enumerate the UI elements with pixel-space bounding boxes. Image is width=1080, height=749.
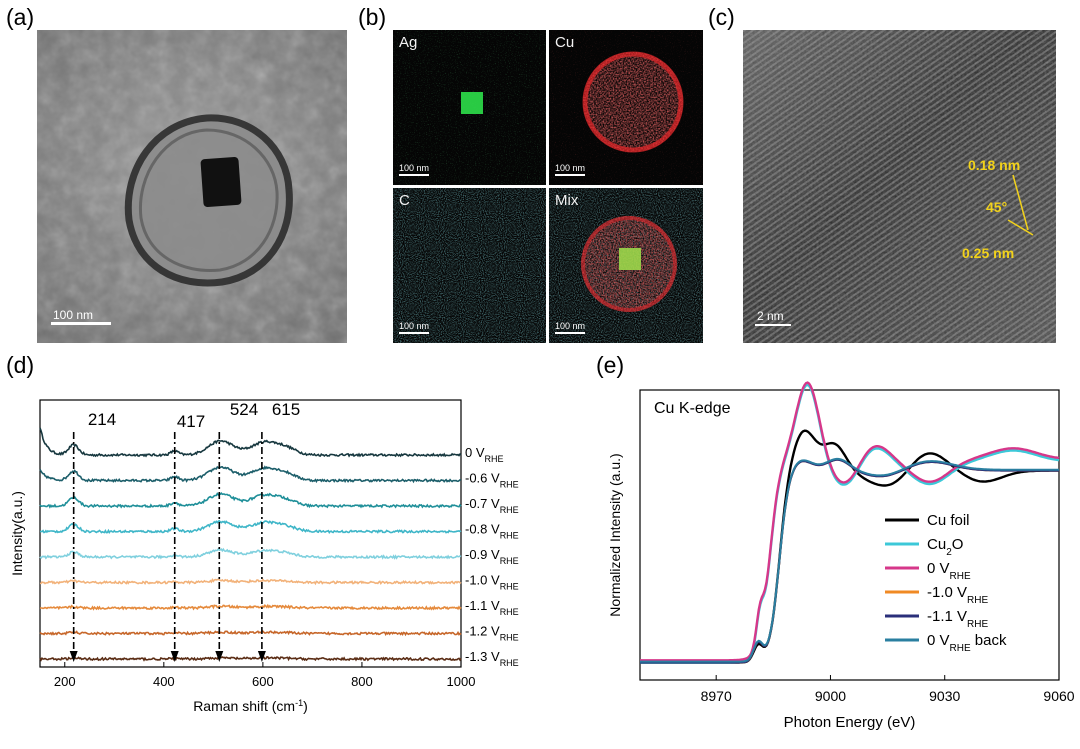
scalebar-label: 2 nm [757, 309, 784, 323]
legend-entry: Cu foil [927, 512, 970, 529]
panel-c-label: (c) [708, 4, 735, 30]
legend-entry: Cu2O [927, 536, 963, 558]
raman-series-line [39, 578, 462, 586]
x-tick-label: 800 [351, 674, 373, 689]
eds-tile-label: C [399, 192, 410, 209]
xanes-series-line [640, 383, 1060, 664]
xanes-series-line [640, 381, 1060, 662]
lattice-angle: 45° [986, 199, 1007, 215]
lattice-spacing-1: 0.18 nm [968, 157, 1020, 173]
tem-image-panel: 100 nm [37, 30, 347, 343]
raman-series-line [39, 427, 462, 458]
panel-a-label: (a) [6, 4, 35, 30]
x-tick-label: 9060 [1043, 688, 1074, 704]
raman-series-line [39, 654, 462, 662]
chart-title: Cu K-edge [654, 400, 731, 417]
legend-entry: -1.1 VRHE [927, 608, 988, 630]
eds-tile-cu: Cu 100 nm [549, 30, 703, 185]
x-tick-label: 8970 [701, 688, 732, 704]
lattice-spacing-2: 0.25 nm [962, 245, 1014, 261]
hrtem-image: 0.18 nm 45° 0.25 nm 2 nm [743, 30, 1056, 343]
raman-series-line [39, 465, 462, 484]
scalebar-label: 100 nm [399, 163, 430, 173]
raman-series-line [39, 547, 462, 560]
peak-arrowhead [170, 651, 179, 662]
series-label: -0.6 VRHE [465, 471, 519, 490]
eds-tile-c: C 100 nm [393, 188, 546, 343]
panel-e-label: (e) [596, 352, 625, 378]
scalebar-label: 100 nm [555, 321, 586, 331]
x-tick-label: 200 [54, 674, 76, 689]
xanes-chart: 8970 9000 9030 9060 Photon Energy (eV) Normal… [607, 381, 1075, 731]
eds-tile-ag: Ag 100 nm [393, 30, 546, 185]
x-tick-label: 600 [252, 674, 274, 689]
scalebar-label: 100 nm [399, 321, 430, 331]
xanes-series-line [640, 457, 1059, 663]
x-tick-label: 9030 [929, 688, 960, 704]
legend-entry: 0 VRHE [927, 560, 971, 582]
x-tick-label: 9000 [815, 688, 846, 704]
x-tick-label: 1000 [447, 674, 476, 689]
eds-tile-mix: Mix 100 nm [549, 188, 703, 343]
hrtem-image-panel: 0.18 nm 45° 0.25 nm 2 nm [743, 30, 1056, 343]
x-tick-label: 400 [153, 674, 175, 689]
eds-tile-label: Cu [555, 34, 575, 51]
peak-label: 214 [88, 410, 116, 429]
series-label: -0.8 VRHE [465, 522, 519, 541]
legend-entry: -1.0 VRHE [927, 584, 988, 606]
y-axis-label: Normalized Intensity (a.u.) [607, 453, 623, 616]
peak-arrowhead [257, 651, 266, 662]
series-label: -0.7 VRHE [465, 496, 519, 515]
peak-arrowhead [69, 651, 78, 662]
raman-chart: 200 400 600 800 1000 Raman shift (cm-1) Intens… [9, 399, 519, 714]
scalebar-label: 100 nm [555, 163, 586, 173]
series-label: -1.3 VRHE [465, 649, 519, 668]
series-label: -0.9 VRHE [465, 547, 519, 566]
eds-tile-label: Ag [399, 34, 418, 51]
peak-arrowhead [215, 651, 224, 662]
plot-frame [39, 399, 462, 668]
series-label: -1.0 VRHE [465, 573, 519, 592]
eds-map-panel: Ag 100 nm Cu 100 nm [393, 30, 703, 343]
raman-series-line [39, 492, 462, 509]
series-label: 0 VRHE [465, 445, 504, 464]
legend-entry: 0 VRHE back [927, 632, 1007, 654]
peak-label: 524 [230, 400, 258, 419]
scalebar-label: 100 nm [53, 308, 94, 322]
series-label: -1.2 VRHE [465, 624, 519, 643]
x-axis-label: Raman shift (cm-1) [193, 698, 308, 714]
peak-label: 417 [177, 412, 205, 431]
raman-series-line [39, 519, 462, 535]
y-axis-label: Intensity(a.u.) [9, 491, 25, 576]
x-axis-label: Photon Energy (eV) [784, 714, 916, 731]
panel-b-label: (b) [358, 4, 387, 30]
raman-series-line [39, 603, 462, 611]
plot-frame [639, 389, 1060, 681]
eds-tile-label: Mix [555, 192, 579, 209]
raman-series-line [39, 629, 462, 637]
tem-image [37, 30, 347, 343]
peak-label: 615 [272, 400, 300, 419]
panel-d-label: (d) [6, 352, 35, 378]
series-label: -1.1 VRHE [465, 598, 519, 617]
